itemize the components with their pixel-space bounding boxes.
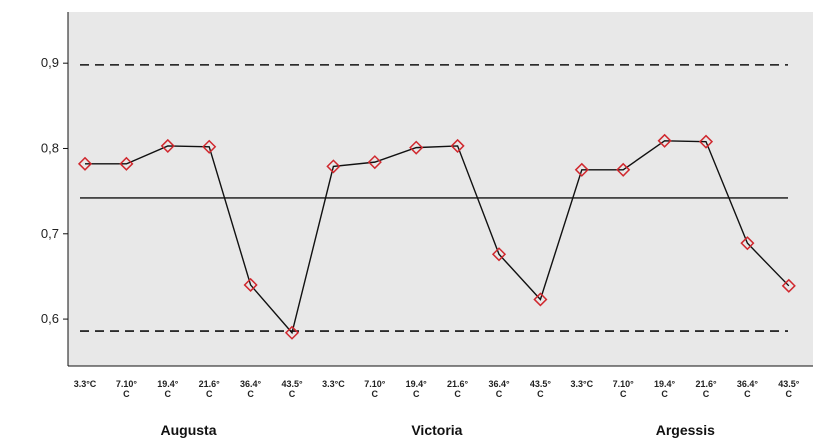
group-labels: Augusta Victoria Argessis bbox=[161, 422, 716, 438]
x-tick-label: 36.4° C bbox=[488, 379, 510, 399]
x-tick-label: 19.4° C bbox=[157, 379, 179, 399]
y-ticks: 0,6 0,7 0,8 0,9 bbox=[41, 55, 68, 326]
x-tick-label: 21.6° C bbox=[447, 379, 469, 399]
data-point-marker bbox=[574, 162, 589, 177]
data-point-marker bbox=[533, 292, 548, 307]
group-label-augusta: Augusta bbox=[161, 422, 217, 438]
x-tick-label: 3.3°C bbox=[570, 379, 593, 389]
data-point-marker bbox=[491, 247, 507, 262]
data-point-marker bbox=[781, 278, 796, 293]
data-point-marker bbox=[77, 156, 93, 171]
x-tick-label: 7.10° C bbox=[613, 379, 635, 399]
x-tick-label: 43.5° C bbox=[778, 379, 800, 399]
data-point-marker bbox=[160, 138, 175, 153]
group-label-victoria: Victoria bbox=[411, 422, 462, 438]
reference-lines bbox=[80, 64, 788, 332]
x-tick-label: 36.4° C bbox=[240, 379, 262, 399]
data-point-marker bbox=[202, 139, 217, 154]
x-tick-label: 7.10° C bbox=[364, 379, 386, 399]
y-tick-label: 0,8 bbox=[41, 140, 59, 155]
data-point-marker bbox=[740, 236, 755, 251]
x-tick-label: 3.3°C bbox=[322, 379, 345, 389]
data-point-marker bbox=[657, 133, 672, 148]
data-point-marker bbox=[243, 277, 258, 293]
x-ticks: 3.3°C 7.10° C 19.4° C 21.6° C 36.4° C 43.5° C 3.3°C… bbox=[74, 379, 800, 399]
data-point-marker bbox=[409, 140, 424, 155]
group-label-argessis: Argessis bbox=[656, 422, 715, 438]
x-tick-label: 3.3°C bbox=[74, 379, 97, 389]
plot-area bbox=[68, 12, 813, 366]
data-point-marker bbox=[450, 138, 465, 153]
x-tick-label: 21.6° C bbox=[695, 379, 717, 399]
y-tick-label: 0,7 bbox=[41, 226, 59, 241]
x-tick-label: 19.4° C bbox=[406, 379, 428, 399]
data-series bbox=[77, 133, 796, 340]
x-tick-label: 36.4° C bbox=[737, 379, 759, 399]
x-tick-label: 7.10° C bbox=[116, 379, 138, 399]
data-point-marker bbox=[119, 156, 134, 171]
x-tick-label: 43.5° C bbox=[530, 379, 552, 399]
y-tick-label: 0,6 bbox=[41, 311, 59, 326]
data-point-marker bbox=[698, 134, 714, 149]
data-point-marker bbox=[326, 159, 341, 174]
x-tick-label: 19.4° C bbox=[654, 379, 676, 399]
x-tick-label: 43.5° C bbox=[281, 379, 303, 399]
y-tick-label: 0,9 bbox=[41, 55, 59, 70]
data-point-marker bbox=[616, 162, 631, 177]
x-tick-label: 21.6° C bbox=[199, 379, 221, 399]
data-point-marker bbox=[367, 155, 382, 170]
data-point-marker bbox=[284, 325, 300, 340]
